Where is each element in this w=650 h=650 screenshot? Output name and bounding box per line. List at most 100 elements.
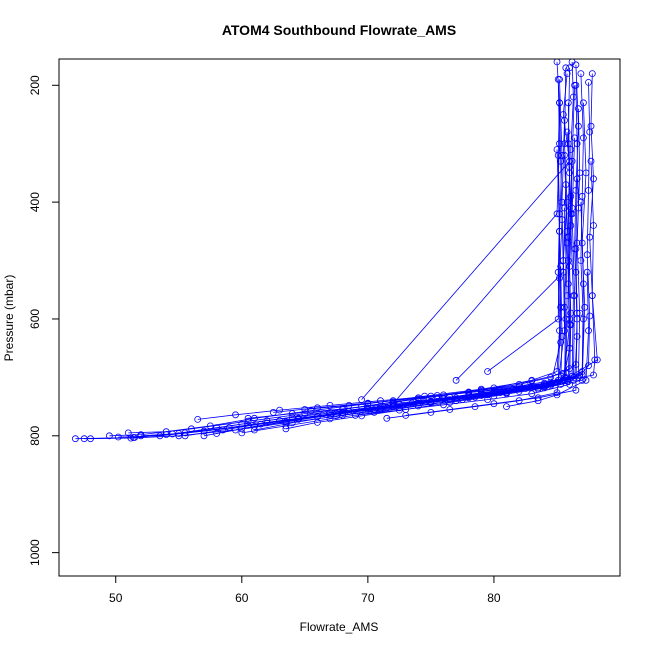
data-point bbox=[572, 245, 580, 253]
data-point bbox=[156, 432, 164, 440]
y-tick-label: 400 bbox=[28, 192, 42, 212]
series-25 bbox=[503, 268, 592, 411]
data-point bbox=[561, 204, 568, 212]
data-point bbox=[582, 169, 590, 177]
data-point bbox=[250, 422, 258, 430]
data-point bbox=[402, 411, 410, 419]
data-point bbox=[244, 414, 252, 422]
data-point bbox=[561, 151, 568, 159]
data-point bbox=[276, 417, 284, 425]
series-line bbox=[355, 167, 572, 416]
data-point bbox=[591, 356, 599, 364]
data-point bbox=[301, 406, 309, 413]
data-point bbox=[127, 434, 135, 442]
data-point bbox=[106, 432, 113, 440]
data-point bbox=[567, 309, 575, 317]
data-point bbox=[585, 362, 592, 370]
data-point bbox=[326, 408, 334, 416]
data-point bbox=[307, 407, 315, 415]
data-point bbox=[554, 315, 562, 323]
data-point bbox=[583, 268, 591, 276]
data-point bbox=[564, 257, 572, 264]
data-point bbox=[282, 422, 290, 430]
data-point bbox=[547, 378, 555, 386]
data-point bbox=[414, 402, 422, 410]
data-point bbox=[364, 404, 372, 412]
data-point bbox=[590, 222, 597, 229]
data-point bbox=[263, 417, 271, 425]
series-21 bbox=[358, 70, 573, 404]
series-line bbox=[506, 272, 589, 407]
data-point bbox=[554, 76, 562, 83]
data-point bbox=[377, 397, 384, 405]
data-point bbox=[194, 415, 202, 423]
data-point bbox=[556, 140, 563, 148]
data-point bbox=[575, 105, 582, 113]
data-point bbox=[326, 415, 334, 423]
data-point bbox=[556, 227, 563, 235]
y-tick-label: 1000 bbox=[28, 539, 42, 566]
data-point bbox=[458, 396, 466, 404]
y-tick-label: 800 bbox=[28, 425, 42, 445]
series-24 bbox=[484, 146, 563, 375]
data-point bbox=[446, 406, 454, 413]
data-point bbox=[452, 376, 460, 384]
data-point bbox=[213, 430, 221, 437]
data-point bbox=[250, 426, 258, 434]
data-point bbox=[408, 399, 416, 407]
series-line bbox=[128, 64, 579, 434]
series-line bbox=[455, 120, 565, 381]
data-point bbox=[557, 262, 565, 270]
data-point bbox=[200, 432, 208, 440]
data-point bbox=[339, 409, 347, 417]
data-point bbox=[395, 406, 403, 414]
data-point bbox=[572, 81, 580, 89]
series-layer bbox=[72, 59, 601, 443]
x-tick-label: 60 bbox=[235, 591, 249, 605]
data-point bbox=[383, 414, 391, 422]
data-point bbox=[573, 315, 581, 323]
series-line bbox=[487, 149, 560, 372]
data-point bbox=[332, 412, 340, 420]
data-point bbox=[556, 274, 563, 282]
data-point bbox=[566, 157, 573, 165]
data-point bbox=[557, 303, 565, 311]
data-point bbox=[593, 356, 601, 364]
x-tick-label: 70 bbox=[361, 591, 375, 605]
series-28 bbox=[421, 198, 587, 406]
data-point bbox=[578, 371, 586, 378]
data-point bbox=[534, 397, 542, 405]
data-point bbox=[238, 429, 246, 437]
series-line bbox=[273, 131, 572, 413]
x-tick-label: 50 bbox=[109, 591, 123, 605]
data-point bbox=[484, 396, 492, 404]
data-point bbox=[72, 435, 79, 443]
data-point bbox=[553, 391, 561, 399]
data-point bbox=[582, 376, 590, 384]
x-axis: 50 60 70 80 bbox=[109, 575, 501, 605]
x-axis-label: Flowrate_AMS bbox=[300, 620, 379, 634]
data-point bbox=[580, 99, 587, 107]
data-point bbox=[590, 175, 597, 183]
chart-title: ATOM4 Southbound Flowrate_AMS bbox=[222, 22, 456, 38]
data-point bbox=[477, 386, 485, 394]
data-point bbox=[490, 400, 498, 408]
data-point bbox=[137, 432, 145, 440]
data-point bbox=[556, 99, 563, 107]
data-point bbox=[563, 292, 571, 300]
data-point bbox=[590, 371, 597, 379]
data-point bbox=[276, 406, 284, 414]
data-point bbox=[225, 424, 233, 432]
x-tick-label: 80 bbox=[487, 591, 501, 605]
plot-area bbox=[72, 59, 601, 443]
data-point bbox=[566, 64, 573, 72]
data-point bbox=[572, 386, 580, 394]
data-point bbox=[547, 382, 555, 390]
data-point bbox=[580, 280, 587, 288]
data-point bbox=[585, 327, 592, 335]
series-line bbox=[241, 207, 568, 434]
data-point bbox=[573, 175, 581, 183]
data-point bbox=[588, 70, 596, 77]
